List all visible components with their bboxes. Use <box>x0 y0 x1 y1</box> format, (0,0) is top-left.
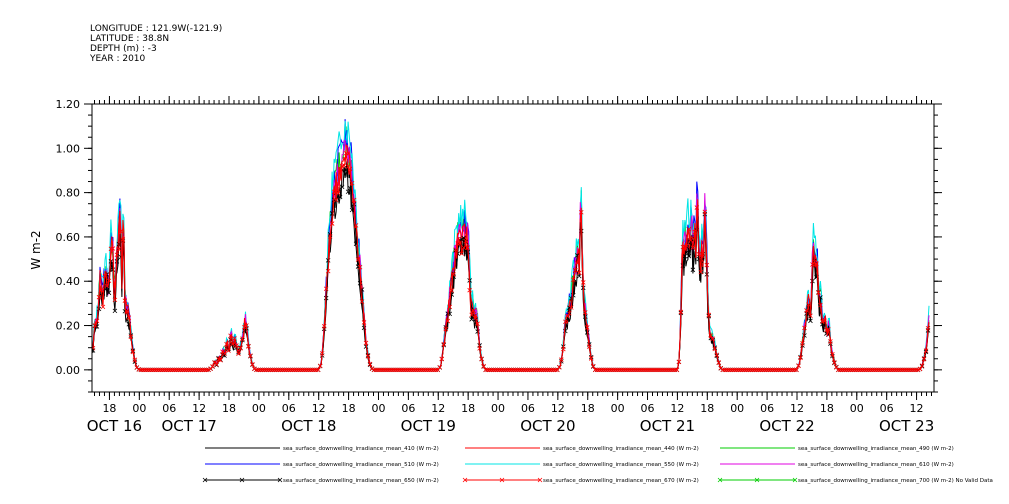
x-date-label: OCT 17 <box>161 417 216 435</box>
legend-marker <box>537 477 543 483</box>
x-tick-label: 12 <box>790 402 804 415</box>
x-date-label: OCT 21 <box>640 417 695 435</box>
legend-marker <box>202 477 208 483</box>
x-tick-label: 12 <box>192 402 206 415</box>
x-tick-label: 18 <box>342 402 356 415</box>
x-tick-label: 00 <box>252 402 266 415</box>
x-tick-label: 18 <box>102 402 116 415</box>
x-tick-label: 18 <box>222 402 236 415</box>
header-depth: DEPTH (m) : -3 <box>90 44 157 54</box>
legend-marker <box>499 477 505 483</box>
x-tick-label: 18 <box>461 402 475 415</box>
header-year: YEAR : 2010 <box>89 54 146 64</box>
y-tick-label: 0.60 <box>56 231 81 244</box>
x-tick-label: 12 <box>551 402 565 415</box>
x-tick-label: 12 <box>670 402 684 415</box>
x-tick-label: 12 <box>312 402 326 415</box>
plot-frame <box>91 103 935 393</box>
legend-entry: sea_surface_downwelling_irradiance_mean_… <box>465 462 699 468</box>
legend-label: sea_surface_downwelling_irradiance_mean_… <box>543 462 699 468</box>
legend-entry: sea_surface_downwelling_irradiance_mean_… <box>720 446 954 452</box>
legend-label: sea_surface_downwelling_irradiance_mean_… <box>543 446 699 452</box>
legend-label: sea_surface_downwelling_irradiance_mean_… <box>283 478 439 484</box>
legend-entry: sea_surface_downwelling_irradiance_mean_… <box>205 462 439 468</box>
x-tick-label: 06 <box>401 402 415 415</box>
x-tick-label: 06 <box>641 402 655 415</box>
x-tick-label: 06 <box>760 402 774 415</box>
x-tick-label: 18 <box>820 402 834 415</box>
legend-entry: sea_surface_downwelling_irradiance_mean_… <box>465 446 699 452</box>
y-axis-label: W m-2 <box>29 230 43 269</box>
legend-label: sea_surface_downwelling_irradiance_mean_… <box>283 446 439 452</box>
header-latitude: LATITUDE : 38.8N <box>90 34 169 44</box>
header-longitude: LONGITUDE : 121.9W(-121.9) <box>90 24 222 34</box>
legend-marker <box>277 477 283 483</box>
x-tick-label: 00 <box>132 402 146 415</box>
x-date-label: OCT 23 <box>879 417 934 435</box>
y-tick-label: 0.40 <box>56 275 81 288</box>
header-info: LONGITUDE : 121.9W(-121.9) LATITUDE : 38… <box>89 24 222 64</box>
x-tick-label: 06 <box>521 402 535 415</box>
x-tick-label: 06 <box>880 402 894 415</box>
x-tick-label: 00 <box>850 402 864 415</box>
legend-label: sea_surface_downwelling_irradiance_mean_… <box>798 478 993 484</box>
x-tick-label: 00 <box>611 402 625 415</box>
series-line <box>92 153 930 371</box>
x-date-label: OCT 18 <box>281 417 336 435</box>
x-tick-label: 12 <box>431 402 445 415</box>
y-tick-label: 1.00 <box>56 142 81 155</box>
x-tick-label: 18 <box>581 402 595 415</box>
x-tick-label: 12 <box>910 402 924 415</box>
x-tick-label: 00 <box>491 402 505 415</box>
y-tick-label: 0.20 <box>56 320 81 333</box>
x-tick-label: 06 <box>282 402 296 415</box>
x-tick-label: 00 <box>730 402 744 415</box>
x-date-label: OCT 22 <box>759 417 814 435</box>
legend-label: sea_surface_downwelling_irradiance_mean_… <box>798 446 954 452</box>
legend-entry: sea_surface_downwelling_irradiance_mean_… <box>202 477 439 484</box>
x-date-label: OCT 19 <box>401 417 456 435</box>
x-tick-label: 06 <box>162 402 176 415</box>
legend-label: sea_surface_downwelling_irradiance_mean_… <box>543 478 699 484</box>
x-date-label: OCT 20 <box>520 417 575 435</box>
legend-entry: sea_surface_downwelling_irradiance_mean_… <box>717 477 993 484</box>
y-tick-label: 1.20 <box>56 98 81 111</box>
legend-marker <box>792 477 798 483</box>
legend-entry: sea_surface_downwelling_irradiance_mean_… <box>720 462 954 468</box>
axes-layer: 0.00 0.20 0.40 0.60 0.80 1.00 1.20 18 00 06 12 18 00… <box>56 96 942 435</box>
legend-marker <box>239 477 245 483</box>
legend-label: sea_surface_downwelling_irradiance_mean_… <box>283 462 439 468</box>
legend-label: sea_surface_downwelling_irradiance_mean_… <box>798 462 954 468</box>
series-8 <box>92 150 931 373</box>
legend-entry: sea_surface_downwelling_irradiance_mean_… <box>462 477 699 484</box>
y-tick-label: 0.80 <box>56 187 81 200</box>
x-tick-label: 00 <box>371 402 385 415</box>
legend-marker <box>462 477 468 483</box>
y-tick-label: 0.00 <box>56 364 81 377</box>
legend-entry: sea_surface_downwelling_irradiance_mean_… <box>205 446 439 452</box>
x-tick-label: 18 <box>700 402 714 415</box>
x-date-label: OCT 16 <box>87 417 142 435</box>
legend-marker <box>754 477 760 483</box>
legend: sea_surface_downwelling_irradiance_mean_… <box>202 446 993 484</box>
series-markers <box>92 165 931 373</box>
series-7 <box>92 159 931 373</box>
series-layer <box>92 119 931 373</box>
legend-marker <box>717 477 723 483</box>
series-markers <box>92 150 931 373</box>
